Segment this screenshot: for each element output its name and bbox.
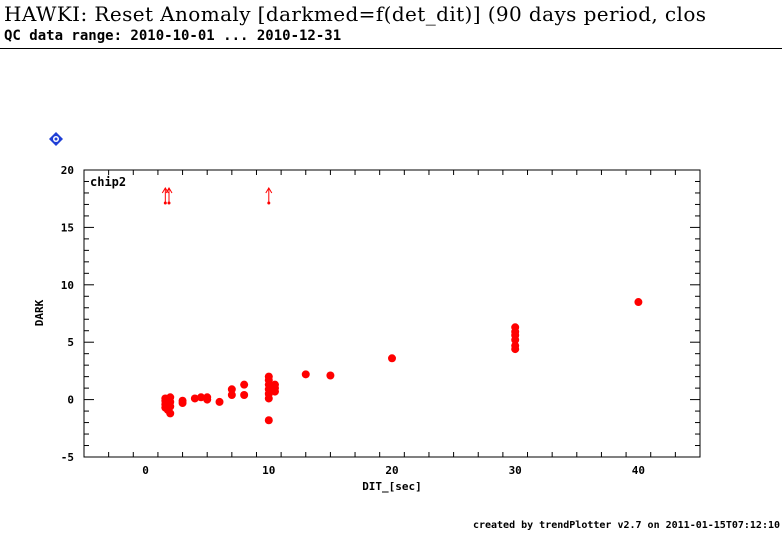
- data-point: [634, 298, 643, 307]
- data-point: [511, 341, 520, 350]
- data-point: [178, 396, 187, 405]
- data-point: [326, 371, 335, 380]
- x-axis-ticks: [83, 170, 701, 457]
- footer-credit: created by trendPlotter v2.7 on 2011-01-…: [472, 520, 780, 531]
- data-point: [240, 391, 249, 400]
- y-axis-tick-labels: -5 0 5 10 15 20: [61, 164, 74, 464]
- offscale-markers: [161, 187, 273, 205]
- blue-diamond-icon: [49, 132, 63, 146]
- y-tick-label: 15: [61, 221, 74, 234]
- data-point: [203, 393, 212, 402]
- data-points: [161, 298, 643, 425]
- y-tick-label: 20: [61, 164, 74, 177]
- data-point: [270, 380, 279, 389]
- page-title: HAWKI: Reset Anomaly [darkmed=f(det_dit)…: [4, 2, 707, 26]
- y-axis-label: DARK: [33, 299, 46, 326]
- page-subtitle: QC data range: 2010-10-01 ... 2010-12-31: [4, 28, 342, 44]
- y-axis-ticks: [84, 169, 700, 458]
- x-axis-tick-labels: 0 10 20 30 40: [142, 464, 645, 477]
- y-tick-label: -5: [61, 451, 74, 464]
- y-tick-label: 0: [67, 394, 74, 407]
- data-point: [215, 397, 224, 406]
- plot-frame: [83, 169, 701, 458]
- data-point: [264, 416, 273, 425]
- x-tick-label: 30: [509, 464, 522, 477]
- y-tick-label: 5: [67, 336, 74, 349]
- data-point: [227, 385, 236, 394]
- data-point: [227, 391, 236, 400]
- offscale-arrow: [265, 187, 273, 205]
- x-tick-label: 0: [142, 464, 149, 477]
- offscale-arrow: [165, 187, 173, 205]
- data-point: [240, 380, 249, 389]
- x-tick-label: 20: [385, 464, 398, 477]
- x-tick-label: 40: [632, 464, 645, 477]
- data-point: [264, 372, 273, 381]
- data-point: [388, 354, 396, 363]
- data-point: [301, 370, 310, 379]
- data-point: [197, 393, 206, 402]
- x-axis-label: DIT_[sec]: [362, 480, 422, 493]
- data-point: [511, 323, 520, 332]
- x-tick-label: 10: [262, 464, 275, 477]
- data-point: [190, 394, 199, 403]
- panel-label: chip2: [90, 175, 126, 189]
- y-tick-label: 10: [61, 279, 74, 292]
- title-divider: [0, 48, 782, 49]
- data-point: [166, 409, 175, 418]
- data-point: [166, 397, 175, 406]
